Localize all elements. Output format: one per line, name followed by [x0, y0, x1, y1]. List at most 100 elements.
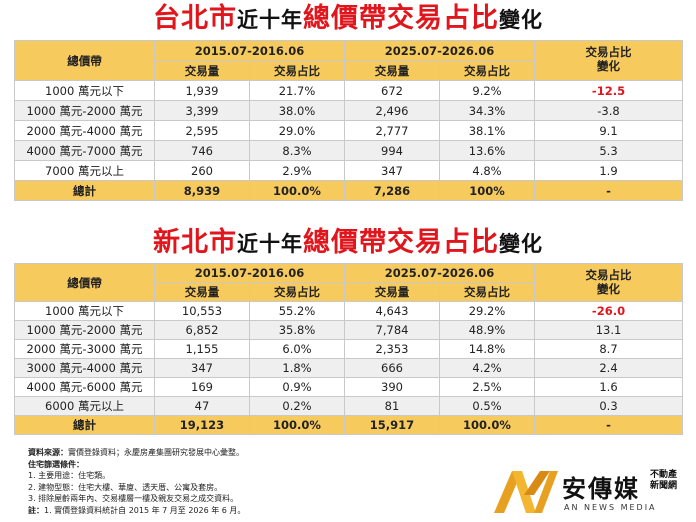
note-item: 3. 排除屋齡兩年內、交易樓層一樓及親友交易之成交資料。: [28, 494, 239, 503]
volume-header: 交易量: [154, 60, 250, 81]
title-city: 新北市: [153, 227, 237, 258]
volume-cell: 347: [344, 160, 440, 181]
volume-cell: 8,939: [154, 180, 250, 201]
share-cell: 21.7%: [249, 80, 345, 101]
title-rest: 總價帶交易占比: [303, 227, 499, 258]
share-cell: 38.0%: [249, 100, 345, 121]
band-cell: 2000 萬元-3000 萬元: [14, 339, 155, 359]
note-text: 1. 實價登錄資料統計自 2015 年 7 月至 2026 年 6 月。: [44, 505, 246, 515]
volume-cell: 260: [154, 160, 250, 181]
volume-cell: 666: [344, 358, 440, 378]
table-row: 2000 萬元-4000 萬元 2,595 29.0% 2,777 38.1% 9.1: [14, 120, 683, 141]
share-cell: 4.8%: [439, 160, 535, 181]
share-cell: 55.2%: [249, 301, 345, 321]
change-header: 交易占比 變化: [534, 263, 683, 302]
table-row: 4000 萬元-6000 萬元 169 0.9% 390 2.5% 1.6: [14, 377, 683, 397]
volume-cell: 19,123: [154, 415, 250, 435]
volume-header: 交易量: [344, 60, 440, 81]
table-row: 2000 萬元-3000 萬元 1,155 6.0% 2,353 14.8% 8.7: [14, 339, 683, 359]
volume-cell: 15,917: [344, 415, 440, 435]
change-header: 交易占比 變化: [534, 40, 683, 81]
volume-cell: 47: [154, 396, 250, 416]
share-cell: 38.1%: [439, 120, 535, 141]
filter-label: 住宅篩選條件：: [28, 459, 84, 469]
total-label: 總計: [14, 415, 155, 435]
change-header-line1: 交易占比: [585, 45, 632, 59]
note-label: 註：: [28, 505, 44, 515]
notes: 資料來源：實價登錄資料；永慶房產集團研究發展中心彙整。 住宅篩選條件： 1. 主…: [28, 447, 245, 516]
share-cell: 4.2%: [439, 358, 535, 378]
share-cell: 1.8%: [249, 358, 345, 378]
volume-cell: 994: [344, 140, 440, 161]
band-cell: 7000 萬元以上: [14, 160, 155, 181]
volume-cell: 2,496: [344, 100, 440, 121]
share-header: 交易占比: [439, 60, 535, 81]
change-header-line1: 交易占比: [585, 268, 632, 282]
band-cell: 1000 萬元以下: [14, 301, 155, 321]
band-cell: 6000 萬元以上: [14, 396, 155, 416]
note-item: 1. 主要用途：住宅類。: [28, 471, 111, 480]
volume-cell: 1,939: [154, 80, 250, 101]
change-cell: -: [534, 415, 683, 435]
logo-sub2: 新聞網: [650, 481, 678, 491]
period1-header: 2015.07-2016.06: [154, 263, 345, 283]
volume-header: 交易量: [344, 282, 440, 302]
an-logo-icon: [494, 471, 558, 513]
table-row: 4000 萬元-7000 萬元 746 8.3% 994 13.6% 5.3: [14, 140, 683, 161]
total-label: 總計: [14, 180, 155, 201]
table-row: 1000 萬元-2000 萬元 6,852 35.8% 7,784 48.9% 13.1: [14, 320, 683, 340]
share-cell: 8.3%: [249, 140, 345, 161]
volume-cell: 746: [154, 140, 250, 161]
share-cell: 100%: [439, 180, 535, 201]
logo-sub: 不動產 新聞網: [650, 470, 677, 492]
title-mid: 近十年: [237, 8, 303, 32]
share-cell: 2.9%: [249, 160, 345, 181]
change-header-line2: 變化: [597, 282, 620, 296]
volume-cell: 2,777: [344, 120, 440, 141]
volume-cell: 2,595: [154, 120, 250, 141]
volume-header: 交易量: [154, 282, 250, 302]
title-rest: 總價帶交易占比: [303, 3, 499, 34]
period2-header: 2025.07-2026.06: [344, 263, 535, 283]
volume-cell: 3,399: [154, 100, 250, 121]
logo-sub1: 不動產: [650, 470, 678, 480]
share-cell: 100.0%: [249, 415, 345, 435]
volume-cell: 4,643: [344, 301, 440, 321]
title-city: 台北市: [153, 3, 237, 34]
volume-cell: 7,784: [344, 320, 440, 340]
table-row: 1000 萬元以下 1,939 21.7% 672 9.2% -12.5: [14, 80, 683, 101]
source-text: 實價登錄資料；永慶房產集團研究發展中心彙整。: [68, 448, 244, 457]
volume-cell: 390: [344, 377, 440, 397]
band-header: 總價帶: [14, 263, 155, 302]
volume-cell: 2,353: [344, 339, 440, 359]
new-taipei-table: 總價帶 2015.07-2016.06 2025.07-2026.06 交易占比…: [14, 263, 683, 435]
band-cell: 2000 萬元-4000 萬元: [14, 120, 155, 141]
table-row: 1000 萬元以下 10,553 55.2% 4,643 29.2% -26.0: [14, 301, 683, 321]
share-cell: 0.2%: [249, 396, 345, 416]
change-cell: -: [534, 180, 683, 201]
period2-header: 2025.07-2026.06: [344, 40, 535, 61]
title-tail: 變化: [499, 232, 543, 256]
change-cell: 2.4: [534, 358, 683, 378]
change-cell: -3.8: [534, 100, 683, 121]
share-cell: 100.0%: [249, 180, 345, 201]
share-cell: 6.0%: [249, 339, 345, 359]
change-cell: 0.3: [534, 396, 683, 416]
band-header: 總價帶: [14, 40, 155, 81]
band-cell: 1000 萬元-2000 萬元: [14, 100, 155, 121]
table-row: 1000 萬元-2000 萬元 3,399 38.0% 2,496 34.3% -3.8: [14, 100, 683, 121]
change-cell: -26.0: [534, 301, 683, 321]
taipei-table: 總價帶 2015.07-2016.06 2025.07-2026.06 交易占比…: [14, 40, 683, 201]
total-row: 總計 8,939 100.0% 7,286 100% -: [14, 180, 683, 201]
volume-cell: 7,286: [344, 180, 440, 201]
note-item: 2. 建物型態：住宅大樓、華廈、透天厝、公寓及套房。: [28, 482, 223, 492]
band-cell: 1000 萬元以下: [14, 80, 155, 101]
source-label: 資料來源：: [28, 448, 68, 457]
volume-cell: 1,155: [154, 339, 250, 359]
share-cell: 29.2%: [439, 301, 535, 321]
logo-en: AN NEWS MEDIA: [564, 503, 657, 512]
share-cell: 0.5%: [439, 396, 535, 416]
title-mid: 近十年: [237, 232, 303, 256]
table-row: 3000 萬元-4000 萬元 347 1.8% 666 4.2% 2.4: [14, 358, 683, 378]
share-cell: 35.8%: [249, 320, 345, 340]
